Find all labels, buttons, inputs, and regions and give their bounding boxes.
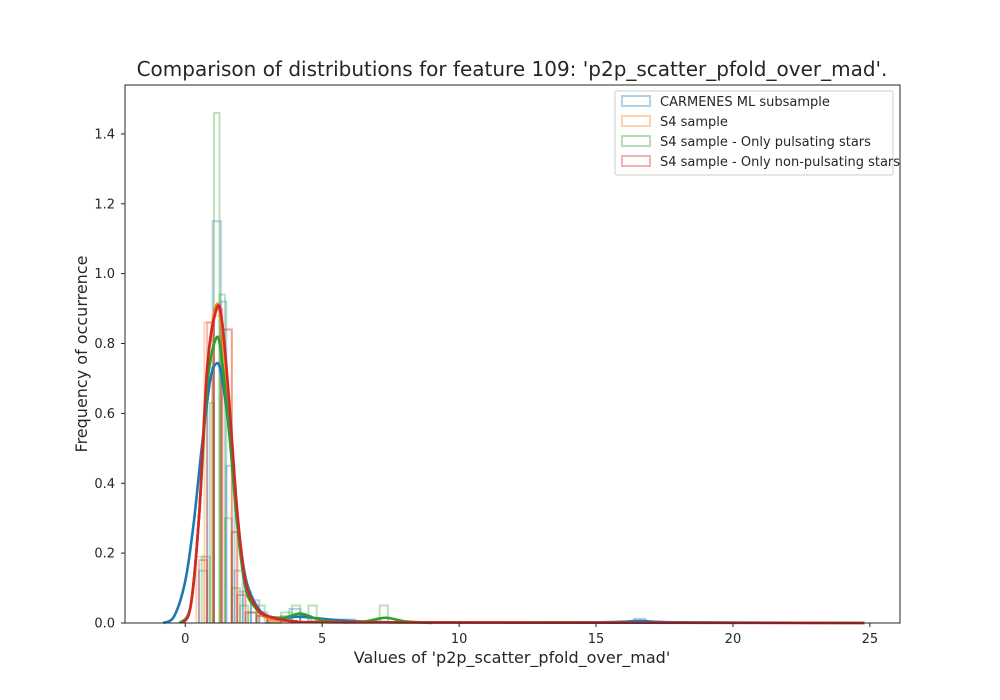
histogram-bin <box>197 559 209 623</box>
y-tick-label: 0.4 <box>94 477 115 492</box>
histogram-bin <box>211 220 222 623</box>
histogram-bin <box>230 531 239 623</box>
x-tick-label: 5 <box>318 632 326 647</box>
legend: CARMENES ML subsample S4 sample S4 sample … <box>614 90 900 176</box>
histogram-bin <box>206 321 216 623</box>
y-tick-label: 0.2 <box>94 547 115 562</box>
plot-area <box>162 111 865 625</box>
y-tick-label: 1.2 <box>94 197 115 212</box>
histogram-bin <box>230 587 242 623</box>
histogram-bin <box>307 604 318 623</box>
histogram-bin <box>244 611 258 623</box>
histogram-bin <box>219 300 228 623</box>
histogram-bin <box>225 464 236 623</box>
histogram-bin <box>239 604 250 623</box>
legend-swatch <box>621 155 651 167</box>
kde-curve-series-3 <box>181 304 865 625</box>
y-tick-label: 0.6 <box>94 407 115 422</box>
x-tick-label: 15 <box>588 632 605 647</box>
histogram-bin <box>223 517 233 623</box>
histogram-bin <box>236 590 247 623</box>
chart-title: Comparison of distributions for feature … <box>137 57 888 81</box>
y-tick-label: 1.4 <box>94 127 115 142</box>
histogram-bin <box>244 611 258 623</box>
plot-frame <box>124 84 901 624</box>
legend-swatch <box>621 135 651 147</box>
x-tick-label: 10 <box>451 632 468 647</box>
legend-swatch <box>621 115 651 127</box>
histogram-bin <box>200 555 211 623</box>
histogram-bin <box>208 401 216 623</box>
histogram-bin <box>195 555 206 623</box>
y-axis-title: Frequency of occurrence <box>72 256 91 453</box>
histogram-bin <box>233 569 244 623</box>
legend-label: S4 sample - Only pulsating stars <box>660 135 871 150</box>
legend-label: CARMENES ML subsample <box>660 95 830 110</box>
histogram-bin <box>236 594 247 623</box>
histogram-bin <box>230 531 239 623</box>
x-tick-label: 25 <box>862 632 879 647</box>
histogram-bin <box>211 314 222 623</box>
y-tick-label: 0.8 <box>94 337 115 352</box>
x-tick-label: 20 <box>725 632 742 647</box>
y-tick-label: 1.0 <box>94 267 115 282</box>
legend-label: S4 sample <box>660 115 728 130</box>
histogram-bin <box>247 611 258 623</box>
y-axis: 0.0 0.2 0.4 0.6 0.8 1.0 1.2 1.4 <box>94 127 125 632</box>
histogram-bin <box>197 569 209 623</box>
legend-box <box>614 90 894 176</box>
y-tick-label: 0.0 <box>94 617 115 632</box>
x-tick-label: 0 <box>181 632 189 647</box>
x-axis: 0 5 10 15 20 25 <box>181 623 878 647</box>
legend-label: S4 sample - Only non-pulsating stars <box>660 155 900 170</box>
histogram-bin <box>378 604 389 623</box>
histogram-bin <box>218 293 226 623</box>
legend-swatch <box>621 95 651 107</box>
x-axis-title: Values of 'p2p_scatter_pfold_over_mad' <box>354 648 670 668</box>
histogram-bin <box>203 321 214 623</box>
